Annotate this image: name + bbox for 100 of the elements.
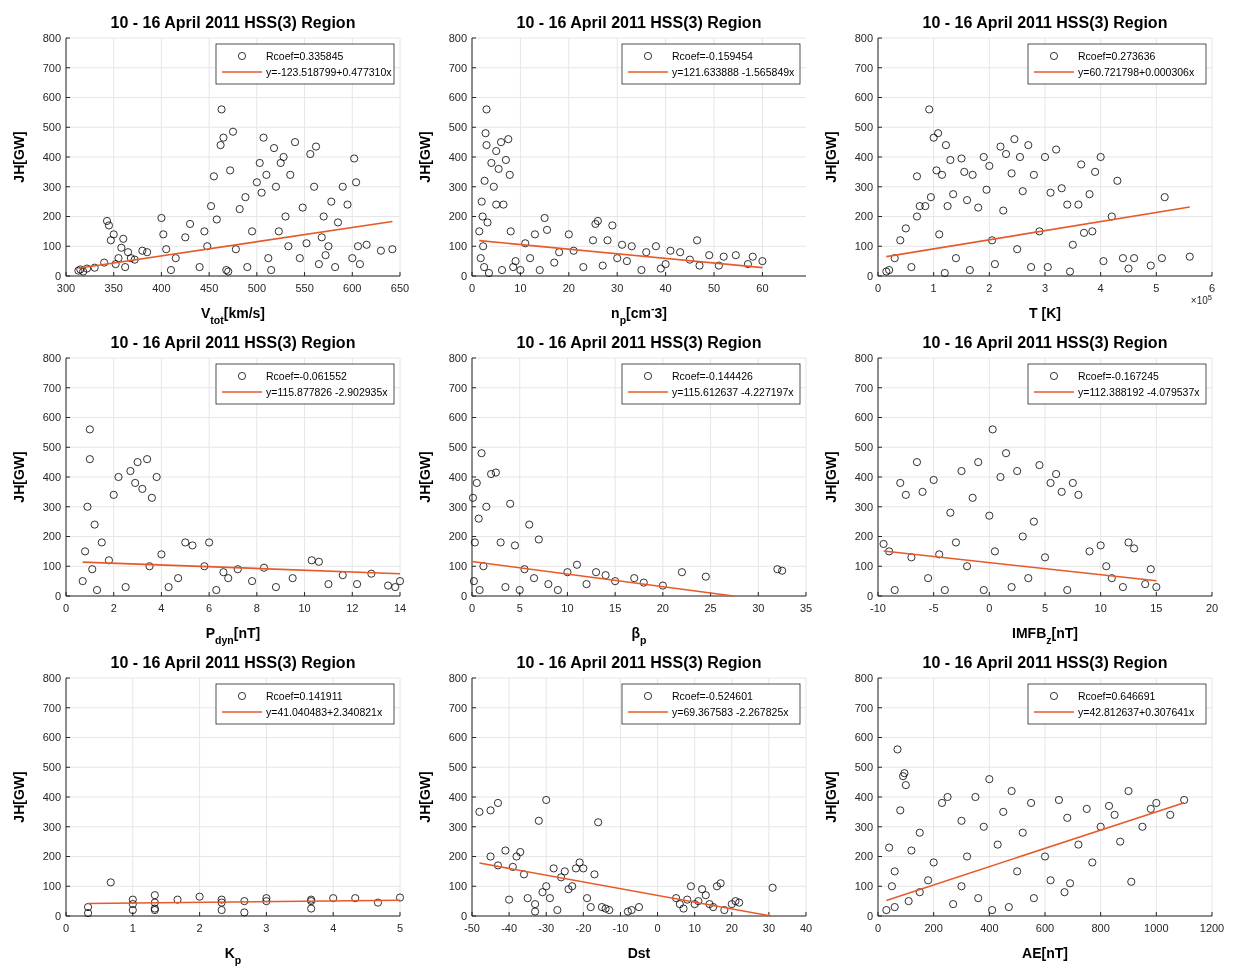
x-tick-label: 0 xyxy=(654,922,661,934)
point xyxy=(735,898,744,907)
x-axis-title: AE[nT] xyxy=(1022,945,1068,961)
point xyxy=(248,577,257,586)
point xyxy=(694,897,703,906)
point xyxy=(993,840,1002,849)
chart-title: 10 - 16 April 2011 HSS(3) Region xyxy=(110,654,356,671)
point xyxy=(586,903,595,912)
legend-label: Rcoef=-0.144426 xyxy=(672,369,754,382)
point xyxy=(493,861,502,870)
y-tick-label: 100 xyxy=(448,880,467,893)
x-tick-label: -30 xyxy=(538,922,555,934)
y-tick-label: 700 xyxy=(448,61,467,74)
point xyxy=(1096,822,1105,831)
x-tick-label: 0 xyxy=(874,282,882,294)
point xyxy=(307,904,316,913)
y-tick-label: 400 xyxy=(42,790,61,803)
y-tick-label: 700 xyxy=(42,61,61,74)
legend-label: y=60.721798+0.000306x xyxy=(1078,65,1195,78)
legend-label: Rcoef=0.646691 xyxy=(1078,689,1156,702)
chart-title: 10 - 16 April 2011 HSS(3) Region xyxy=(922,334,1168,351)
y-axis-title: JH[GW] xyxy=(11,451,27,503)
point xyxy=(152,473,161,481)
point xyxy=(890,903,899,912)
point xyxy=(271,583,280,592)
point xyxy=(929,858,938,867)
y-tick-label: 700 xyxy=(448,701,467,714)
point xyxy=(658,581,667,590)
y-tick-label: 700 xyxy=(854,381,873,394)
point xyxy=(912,458,921,467)
point xyxy=(701,891,710,900)
y-tick-label: 300 xyxy=(854,820,873,833)
x-tick-label: 5 xyxy=(516,602,523,614)
point xyxy=(88,565,97,574)
point xyxy=(887,882,896,891)
point xyxy=(1041,553,1049,562)
x-tick-label: 600 xyxy=(1035,922,1055,934)
point xyxy=(288,574,297,583)
point xyxy=(157,550,166,559)
point xyxy=(83,502,92,511)
point xyxy=(957,467,966,476)
point xyxy=(990,547,999,556)
y-tick-label: 300 xyxy=(448,180,467,193)
point xyxy=(582,580,591,589)
point xyxy=(126,467,135,476)
point xyxy=(147,493,156,502)
point xyxy=(545,894,554,903)
point xyxy=(971,793,980,801)
point xyxy=(924,876,933,885)
x-axis-title: n$_{p}$[cm$^{-}$3] xyxy=(611,302,667,326)
point xyxy=(778,566,787,575)
point xyxy=(679,904,688,913)
point xyxy=(1013,467,1022,476)
point xyxy=(219,568,228,577)
x-tick-label: 20 xyxy=(725,922,738,934)
point xyxy=(262,897,271,906)
y-tick-label: 700 xyxy=(854,701,873,714)
x-tick-label: 5 xyxy=(396,922,404,934)
legend-label: y=112.388192 -4.079537x xyxy=(1078,385,1201,398)
point xyxy=(506,499,515,508)
y-tick-label: 200 xyxy=(854,530,873,543)
point xyxy=(949,900,958,909)
point xyxy=(1124,538,1133,547)
point xyxy=(260,563,269,572)
x-tick-label: 600 xyxy=(343,282,362,294)
x-tick-label: 5 xyxy=(1041,602,1049,614)
x-tick-label: -5 xyxy=(928,602,939,614)
point xyxy=(890,586,899,595)
y-tick-label: 200 xyxy=(448,210,467,223)
y-tick-label: 400 xyxy=(854,470,873,483)
point xyxy=(493,798,502,807)
y-tick-label: 600 xyxy=(854,731,873,744)
legend-label: y=115.612637 -4.227197x xyxy=(672,385,795,398)
x-tick-label: 40 xyxy=(799,922,813,934)
y-tick-label: 0 xyxy=(866,909,873,922)
point xyxy=(93,586,102,595)
point xyxy=(938,798,947,807)
point xyxy=(544,580,553,589)
x-tick-label: 2 xyxy=(110,602,117,614)
y-tick-label: 700 xyxy=(42,381,61,394)
y-tick-label: 400 xyxy=(448,790,467,803)
point xyxy=(1007,787,1016,796)
point xyxy=(530,574,539,583)
point xyxy=(929,475,938,484)
point xyxy=(174,574,183,583)
point xyxy=(195,892,204,901)
y-tick-label: 400 xyxy=(854,150,873,163)
point xyxy=(1124,787,1133,796)
y-tick-label: 0 xyxy=(866,269,873,282)
x-tick-label: 1 xyxy=(129,922,136,934)
y-tick-label: 100 xyxy=(854,560,873,573)
point xyxy=(1004,903,1013,912)
x-tick-label: 400 xyxy=(980,922,999,934)
x-tick-label: 3 xyxy=(263,922,270,934)
x-tick-label: 550 xyxy=(295,282,314,294)
point xyxy=(205,538,214,547)
x-axis-title: β$_{p}$ xyxy=(631,625,647,646)
y-axis-title: JH[GW] xyxy=(823,771,839,823)
point xyxy=(143,455,152,464)
y-tick-label: 500 xyxy=(448,761,467,774)
